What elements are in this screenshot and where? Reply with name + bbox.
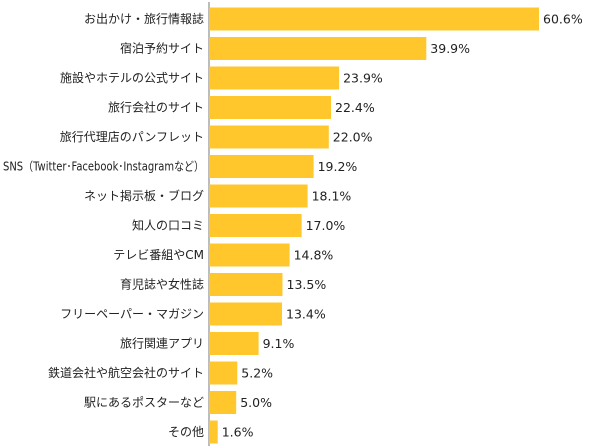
value-label-10: 13.4%	[286, 307, 326, 322]
category-label-12: 鉄道会社や航空会社のサイト	[48, 365, 204, 380]
value-label-13: 5.0%	[240, 395, 272, 410]
value-label-9: 13.5%	[287, 277, 327, 292]
value-label-7: 17.0%	[306, 218, 346, 233]
bar-3	[209, 96, 331, 119]
bar-2	[209, 66, 340, 90]
bars-group	[209, 7, 539, 444]
value-label-14: 1.6%	[222, 425, 254, 440]
value-labels-group: 60.6% 39.9% 23.9% 22.4% 22.0% 19.2% 18.1% 17.0%…	[222, 12, 583, 440]
category-label-0: お出かけ・旅行情報誌	[84, 11, 204, 26]
category-label-8: テレビ番組やCM	[113, 248, 204, 262]
bar-4	[209, 125, 329, 149]
bar-5	[209, 155, 314, 178]
value-label-11: 9.1%	[263, 336, 295, 351]
category-label-13: 駅にあるポスターなど	[84, 396, 204, 410]
category-label-11: 旅行関連アプリ	[120, 337, 204, 351]
bar-7	[209, 214, 302, 237]
bar-6	[209, 184, 308, 208]
category-label-10: フリーペーパー・マガジン	[60, 307, 204, 321]
bar-14	[209, 420, 218, 444]
category-label-6: ネット掲示板・ブログ	[84, 188, 204, 203]
bar-11	[209, 332, 259, 355]
value-label-8: 14.8%	[294, 248, 334, 263]
category-label-14: その他	[168, 425, 204, 439]
category-label-2: 施設やホテルの公式サイト	[60, 70, 204, 85]
value-label-3: 22.4%	[335, 100, 375, 115]
bar-0	[209, 7, 539, 31]
bar-12	[209, 361, 238, 385]
bar-13	[209, 391, 237, 414]
bar-10	[209, 302, 282, 326]
category-label-9: 育児誌や女性誌	[120, 277, 204, 292]
category-label-3: 旅行会社のサイト	[108, 100, 204, 115]
category-label-5: SNS（Twitter･Facebook･Instagramなど）	[3, 160, 204, 174]
category-label-7: 知人の口コミ	[132, 219, 204, 233]
bar-9	[209, 273, 283, 296]
value-label-4: 22.0%	[333, 130, 373, 145]
category-labels-group: お出かけ・旅行情報誌宿泊予約サイト施設やホテルの公式サイト旅行会社のサイト旅行代…	[3, 11, 204, 439]
value-label-1: 39.9%	[430, 41, 470, 56]
category-label-4: 旅行代理店のパンフレット	[60, 130, 204, 144]
bar-8	[209, 243, 290, 267]
category-label-1: 宿泊予約サイト	[120, 41, 204, 56]
value-label-5: 19.2%	[318, 159, 358, 174]
value-label-2: 23.9%	[343, 71, 383, 86]
bar-1	[209, 37, 427, 60]
value-label-6: 18.1%	[312, 189, 352, 204]
value-label-12: 5.2%	[241, 366, 273, 381]
value-label-0: 60.6%	[543, 12, 583, 27]
